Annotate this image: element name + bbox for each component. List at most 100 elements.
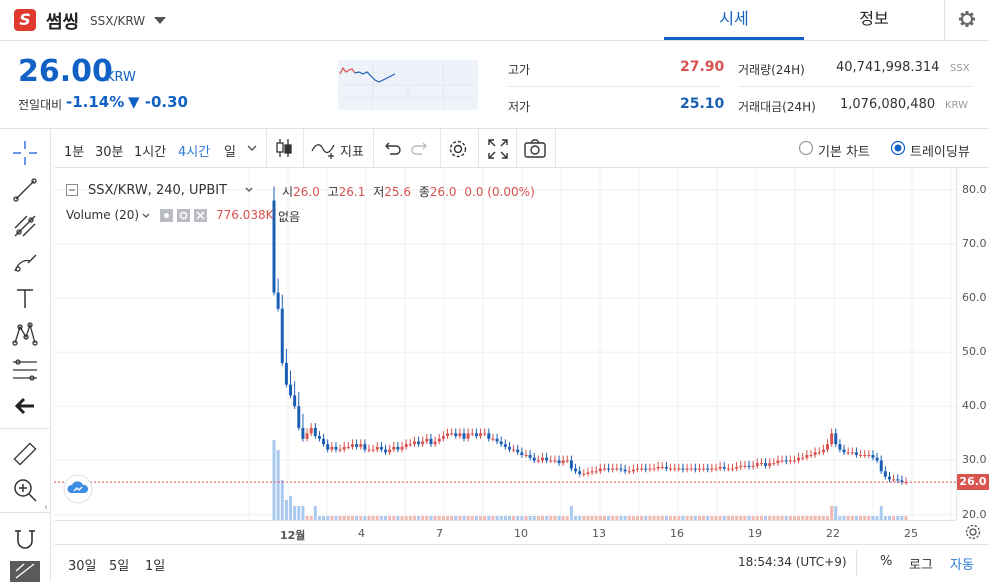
range-1d[interactable]: 1일 [145,559,166,574]
percent-scale-button[interactable]: % [880,554,893,569]
zoom-in-icon[interactable] [10,475,40,505]
candle-body [702,468,706,470]
candle-body [392,446,396,450]
chart-area[interactable] [54,168,956,521]
caret-down-icon[interactable] [154,17,166,24]
volume-bar [826,516,830,520]
volume-bar [284,500,288,520]
price-tick-label: 60.0 [962,290,987,304]
range-5d[interactable]: 5일 [109,559,130,574]
volume-bar [297,506,301,520]
candle-body [272,200,276,293]
interval-1h[interactable]: 1시간 [134,145,167,160]
legend-ohlc: 시26.0 고26.1 저25.6 종26.0 0.0 (0.00%) [282,183,535,200]
candle-body [565,460,569,462]
candle-body [768,463,772,466]
interval-1m[interactable]: 1분 [64,145,85,160]
legend-symbol[interactable]: SSX/KRW, 240, UPBIT [88,183,228,198]
candle-body [801,457,805,459]
candle-body [739,465,743,467]
candlestick-chart[interactable] [54,168,956,520]
price-tick-label: 50.0 [962,345,987,359]
axis-settings-gear-icon[interactable] [964,523,982,541]
chart-settings-icon[interactable] [446,137,470,161]
back-arrow-icon[interactable] [10,391,40,421]
auto-scale-button[interactable]: 자동 [950,558,974,573]
volume-bar [735,516,739,520]
tab-info[interactable]: 정보 [859,9,889,28]
candle-body [735,466,739,469]
divider [303,129,304,167]
volume-bar [685,516,689,520]
camera-icon[interactable] [523,137,547,161]
candle-body [400,446,404,450]
interval-30m[interactable]: 30분 [95,145,124,160]
chevron-down-icon[interactable] [141,211,151,221]
cloud-save-icon[interactable] [62,474,94,504]
chevron-down-icon[interactable] [246,143,258,153]
fullscreen-icon[interactable] [486,137,510,161]
pattern-icon[interactable] [10,319,40,349]
volume-bar [276,450,280,520]
basic-chart-label[interactable]: 기본 차트 [818,145,870,160]
hide-drawings-icon[interactable] [10,561,40,582]
pitchfork-icon[interactable] [10,211,40,241]
price-axis[interactable] [956,168,989,520]
volume-bar [867,516,871,520]
volume-legend[interactable]: Volume (20) [66,208,140,222]
radio-tradingview[interactable] [890,140,906,156]
undo-icon[interactable] [380,138,402,160]
time-tick-label: 25 [904,527,918,540]
candle-body [718,466,722,469]
candle-body [437,438,441,442]
ruler-icon[interactable] [10,439,40,469]
chevron-down-icon[interactable] [244,185,254,195]
volume-bar [689,516,693,520]
trend-line-icon[interactable] [10,175,40,205]
radio-basic-chart[interactable] [798,140,814,156]
interval-4h[interactable]: 4시간 [178,145,211,160]
indicator-button[interactable]: 지표 [340,145,364,160]
magnet-icon[interactable] [10,523,40,553]
candle-body [425,438,429,442]
volume-bar [367,516,371,520]
redo-icon[interactable] [410,138,432,160]
volume-bar [384,516,388,520]
candle-body [317,436,321,439]
collapse-toolbar-handle[interactable]: ‹ [44,502,48,513]
volume-bar [582,516,586,520]
indicator-icon[interactable] [310,137,336,161]
volume-bar [479,516,483,520]
market-pair-selector[interactable]: SSX/KRW [90,14,146,28]
interval-day[interactable]: 일 [224,145,236,160]
volume-bar [322,516,326,520]
drawing-toolbar [0,129,51,582]
candle-body [396,446,400,450]
log-scale-button[interactable]: 로그 [909,558,933,573]
tab-price[interactable]: 시세 [664,0,804,40]
candle-body [619,468,623,470]
volume-bar [375,516,379,520]
tradingview-label[interactable]: 트레이딩뷰 [910,145,970,160]
brush-icon[interactable] [10,247,40,277]
volume-bar [470,516,474,520]
fib-retracement-icon[interactable] [10,355,40,385]
settings-gear-icon[interactable] [944,0,989,40]
candle-body [512,449,516,451]
candle-style-icon[interactable] [272,136,296,160]
volume-bar [289,496,293,520]
volume-bar [454,516,458,520]
volume-value: 40,741,998.314 [836,60,940,75]
legend-low-label: 저 [373,185,385,199]
volume-bar [388,516,392,520]
change-percent: -1.14% [66,93,125,111]
collapse-legend-icon[interactable] [66,184,78,196]
volume-bar [801,516,805,520]
crosshair-icon[interactable] [10,138,40,168]
amount-unit: KRW [945,100,968,111]
clock-timezone[interactable]: 18:54:34 (UTC+9) [738,555,847,569]
high-value: 27.90 [680,59,725,75]
range-30d[interactable]: 30일 [68,559,97,574]
volume-legend-controls-icon[interactable] [160,209,210,222]
text-tool-icon[interactable] [10,283,40,313]
